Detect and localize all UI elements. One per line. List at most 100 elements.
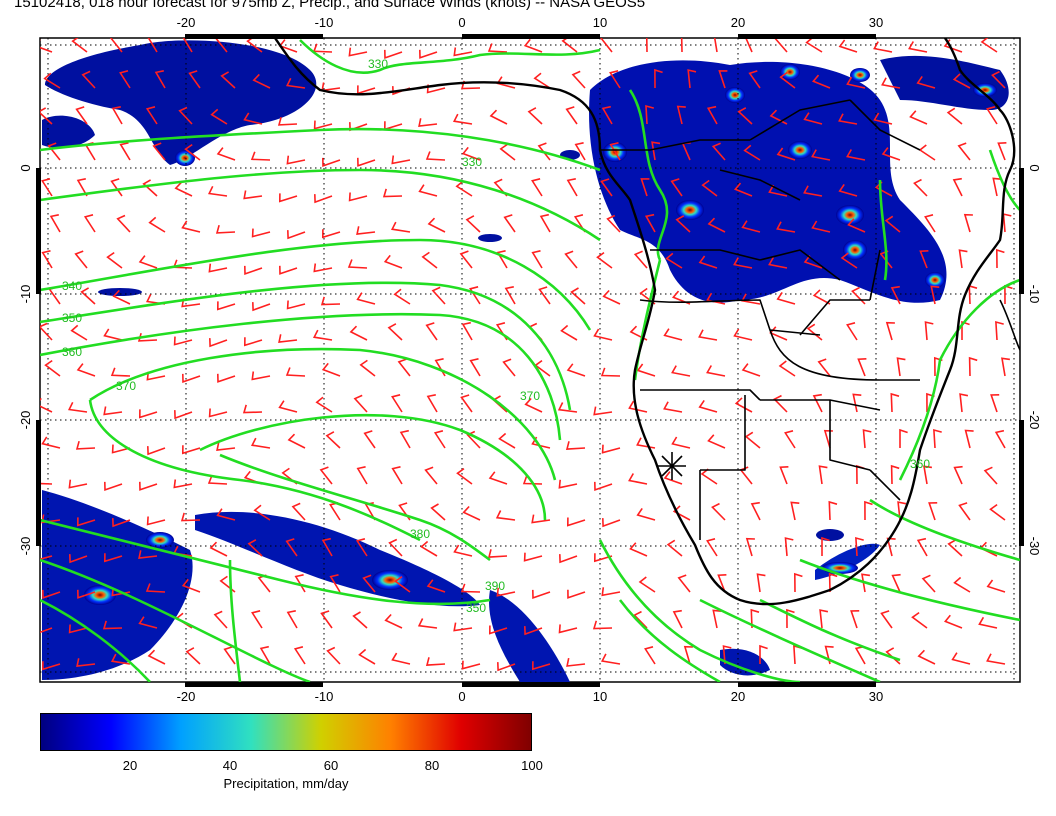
wind-barb [698, 255, 718, 269]
wind-barb [178, 106, 193, 125]
wind-barb [320, 296, 341, 306]
wind-barb [40, 482, 53, 485]
wind-barb [567, 589, 586, 599]
wind-barb [40, 322, 53, 341]
wind-barb [557, 402, 578, 413]
wind-barb [846, 76, 866, 89]
wind-barb [488, 625, 508, 635]
wind-barb [991, 70, 1006, 89]
wind-barb [838, 39, 858, 53]
lon-ticks-top: -20 -10 0 10 20 30 [177, 15, 884, 30]
wind-barb [382, 188, 403, 198]
wind-barb [864, 500, 873, 521]
wind-barb [698, 329, 718, 341]
wind-barb [717, 574, 727, 593]
wind-barb [539, 213, 551, 233]
lat-tick-label: -30 [1027, 537, 1042, 556]
wind-barb [253, 504, 271, 521]
wind-barb [779, 466, 789, 485]
wind-barb [665, 252, 683, 269]
frame-scale-bars [36, 34, 1024, 687]
wind-barb [638, 576, 656, 593]
wind-barb [593, 328, 613, 341]
wind-barb [531, 514, 551, 524]
wind-barb [173, 336, 193, 346]
wind-barb [847, 218, 866, 233]
wind-barb [994, 429, 1006, 449]
wind-barb [602, 518, 621, 528]
wind-barb [42, 589, 61, 600]
contour-label: 330 [462, 155, 482, 169]
precipitation-layer [42, 40, 1009, 682]
wind-barb [1001, 357, 1011, 377]
precip-area-south-ocean [720, 648, 770, 676]
wind-barb [112, 289, 131, 305]
contour-label: 330 [368, 57, 388, 71]
wind-barb [250, 151, 271, 161]
africa-coastline [274, 38, 1016, 606]
wind-barb [279, 265, 298, 275]
lon-tick-label: 30 [869, 689, 883, 704]
wind-barb [601, 587, 621, 597]
wind-barb [886, 537, 896, 557]
wind-barb [527, 107, 543, 125]
wind-barb [923, 465, 933, 485]
wind-barb [707, 217, 726, 233]
wind-barb [312, 329, 333, 341]
wind-barb [75, 440, 96, 450]
contour-label: 370 [520, 389, 540, 403]
wind-barb [855, 536, 864, 557]
wind-barb [593, 553, 613, 563]
wind-barb [313, 120, 333, 130]
wind-barb [873, 41, 893, 53]
wind-barb [459, 250, 473, 269]
wind-barb [850, 610, 860, 629]
colorbar-title: Precipitation, mm/day [223, 776, 349, 791]
lat-tick-label: -20 [18, 411, 33, 430]
wind-barb [252, 73, 271, 89]
wind-barb [790, 501, 800, 521]
wind-barb [654, 68, 663, 89]
contour-label: 380 [410, 527, 430, 541]
wind-barb [252, 302, 271, 312]
wind-barb [111, 444, 131, 454]
wind-barb [908, 41, 928, 53]
wind-barb [986, 579, 1006, 593]
wind-barb [565, 106, 578, 125]
wind-barb [81, 70, 96, 89]
wind-barb [921, 574, 936, 593]
wind-barb [40, 39, 53, 53]
wind-barb [602, 289, 621, 305]
lat-ticks-left: 0 -10 -20 -30 [18, 164, 33, 555]
wind-barb [251, 371, 271, 381]
wind-barb [139, 481, 158, 491]
wind-barb [286, 300, 306, 310]
wind-barb [672, 609, 683, 629]
wind-barb [41, 436, 61, 449]
wind-barb [40, 627, 53, 634]
wind-barb [741, 220, 761, 233]
wind-barb [744, 431, 761, 449]
wind-barb [68, 624, 88, 634]
wind-barb [990, 394, 1000, 413]
wind-barb [356, 292, 376, 305]
wind-barb [363, 430, 376, 449]
wind-barb [181, 578, 201, 593]
contour-label: 350 [62, 311, 82, 325]
wind-barb [469, 358, 481, 377]
wind-barb [244, 265, 263, 276]
wind-barb [953, 576, 971, 593]
wind-barb [287, 433, 306, 449]
wind-barb [391, 652, 411, 665]
contour-label: 370 [116, 379, 136, 393]
wind-barb [119, 70, 131, 89]
wind-barb [897, 501, 907, 521]
wind-barb [779, 71, 796, 89]
wind-barb [687, 69, 697, 89]
lat-tick-label: 0 [1027, 164, 1042, 171]
wind-barb [110, 653, 131, 665]
wind-barb [818, 465, 828, 485]
country-borders [600, 99, 921, 540]
wind-barb [633, 610, 648, 629]
wind-barb [593, 406, 613, 416]
